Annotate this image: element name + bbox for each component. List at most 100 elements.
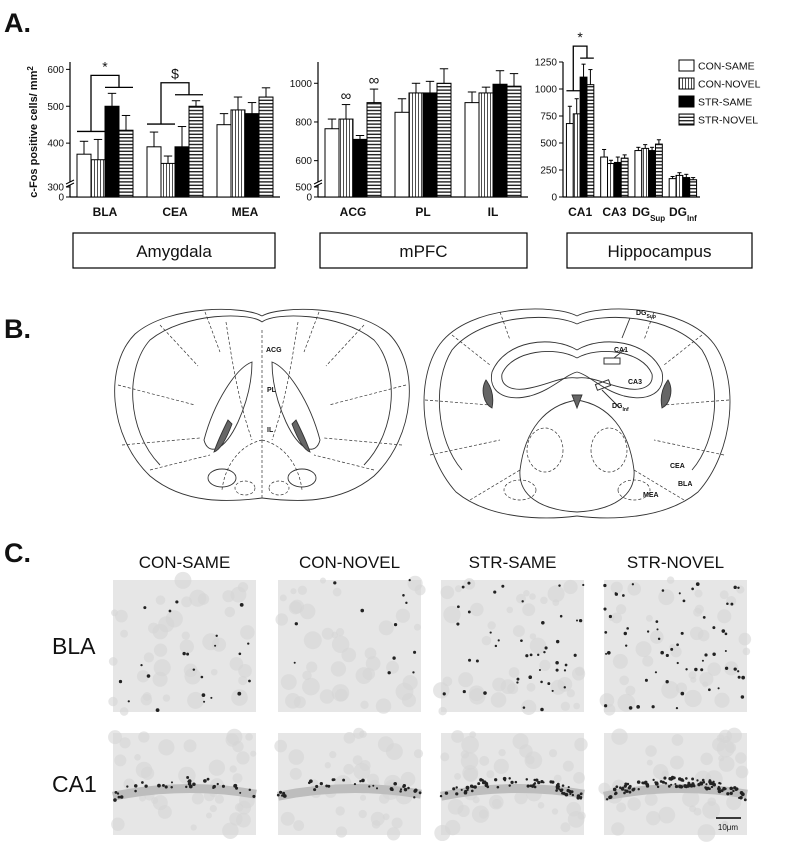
bar — [216, 124, 232, 198]
cell — [680, 691, 685, 696]
atlas-label-text: DG — [636, 310, 647, 317]
cell — [489, 631, 492, 634]
bar — [436, 82, 452, 198]
cell — [571, 793, 575, 797]
cell — [455, 786, 458, 789]
texture — [707, 662, 721, 676]
texture — [625, 685, 636, 696]
x-tick-label-text: DG — [669, 205, 687, 219]
texture — [469, 731, 477, 738]
bar — [352, 138, 368, 198]
texture — [611, 822, 625, 836]
cell — [405, 601, 408, 605]
x-tick-label: BLA — [93, 205, 118, 219]
cell — [737, 586, 740, 590]
cell — [737, 670, 740, 673]
cell — [676, 643, 679, 647]
texture — [360, 700, 369, 709]
cell — [538, 668, 542, 672]
cell — [705, 783, 708, 786]
cell — [684, 785, 688, 789]
bar — [634, 150, 643, 198]
cell — [547, 682, 551, 686]
cell — [741, 675, 746, 680]
texture — [548, 749, 558, 758]
cell — [157, 783, 161, 788]
texture — [736, 585, 745, 594]
cell — [676, 661, 679, 665]
cell — [533, 785, 537, 789]
y-tick-label: 1000 — [290, 79, 313, 90]
texture — [627, 582, 642, 596]
significance-bracket — [77, 74, 133, 133]
cell — [526, 784, 530, 788]
texture — [158, 739, 175, 756]
cell — [544, 646, 548, 650]
texture — [646, 811, 661, 826]
x-tick-label-sub: Sup — [650, 214, 665, 223]
texture — [688, 671, 697, 680]
cell — [503, 779, 507, 782]
cell — [413, 650, 417, 654]
texture — [108, 657, 118, 666]
cell — [555, 661, 559, 665]
cell — [559, 614, 563, 618]
x-tick-label: CEA — [162, 205, 188, 219]
texture — [190, 824, 197, 831]
bar — [478, 92, 494, 198]
cell — [402, 594, 405, 597]
cell — [238, 652, 242, 656]
bar — [422, 92, 438, 198]
texture — [454, 585, 462, 593]
cell — [620, 787, 625, 791]
row-label: BLA — [52, 633, 96, 659]
cell — [654, 671, 658, 674]
atlas-label-sub: Sup — [647, 314, 656, 320]
atlas-label-sub: Inf — [623, 407, 629, 413]
texture — [521, 699, 537, 716]
texture — [224, 606, 236, 618]
legend-swatch — [678, 59, 695, 72]
cell — [413, 796, 416, 799]
ventricle — [571, 394, 583, 410]
texture — [573, 702, 580, 710]
texture — [671, 734, 684, 746]
texture — [694, 589, 703, 598]
cell — [252, 794, 256, 798]
texture — [303, 631, 322, 650]
cell — [558, 788, 561, 791]
texture — [275, 613, 288, 626]
cell — [140, 664, 143, 667]
y-tick-label: 0 — [58, 193, 64, 204]
texture — [386, 660, 399, 674]
texture — [540, 596, 548, 605]
texture — [550, 679, 566, 695]
atlas-label-text: DG — [612, 403, 623, 410]
cell — [308, 779, 313, 784]
texture — [395, 682, 414, 701]
texture — [288, 749, 305, 765]
texture — [547, 585, 565, 603]
texture — [611, 612, 623, 624]
texture — [553, 774, 562, 783]
texture — [615, 604, 627, 615]
cell — [118, 679, 123, 684]
cell — [579, 796, 583, 799]
texture — [395, 608, 411, 623]
cell — [390, 788, 394, 792]
significance-bracket — [566, 45, 594, 92]
cell — [114, 790, 118, 794]
cell — [444, 791, 449, 795]
texture — [697, 824, 716, 842]
texture — [343, 763, 355, 775]
texture — [280, 674, 297, 690]
texture — [108, 730, 123, 745]
cell — [604, 631, 608, 634]
texture — [725, 742, 737, 754]
annotation: ∞ — [369, 72, 380, 89]
cell — [221, 784, 225, 788]
texture — [138, 794, 147, 802]
texture — [165, 610, 183, 628]
cell — [327, 784, 331, 788]
